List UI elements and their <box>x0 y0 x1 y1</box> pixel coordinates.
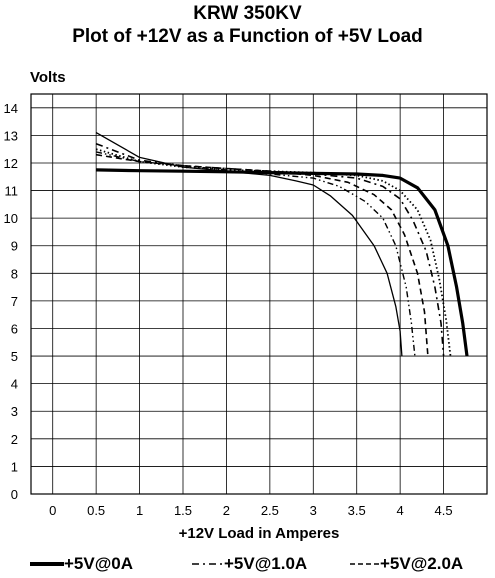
x-tick-label: 0.5 <box>87 503 105 518</box>
y-tick-label: 14 <box>4 101 18 116</box>
x-tick-label: 1.5 <box>174 503 192 518</box>
x-axis-label: +12V Load in Amperes <box>179 525 340 542</box>
chart-title-line-2: Plot of +12V as a Function of +5V Load <box>72 26 423 47</box>
x-tick-label: 2.5 <box>261 503 279 518</box>
y-tick-label: 3 <box>11 404 18 419</box>
legend: +5V@0A +5V@1.0A +5V@2.0A <box>0 553 495 575</box>
y-tick-label: 6 <box>11 321 18 336</box>
legend-label-0a: +5V@0A <box>64 554 134 573</box>
series-line-0 <box>96 168 469 357</box>
plot-frame <box>30 93 488 495</box>
legend-item-2a: +5V@2.0A <box>350 553 463 575</box>
legend-swatch-dash-dot <box>192 563 224 565</box>
legend-item-1a: +5V@1.0A <box>192 553 307 575</box>
series-line-4 <box>95 151 416 357</box>
y-tick-label: 11 <box>5 184 19 199</box>
legend-swatch-solid <box>30 562 64 566</box>
y-tick-label: 2 <box>11 432 18 447</box>
legend-label-2a: +5V@2.0A <box>380 554 464 573</box>
y-tick-label: 12 <box>4 156 18 171</box>
x-tick-label: 0 <box>49 503 56 518</box>
x-tick-label: 3.5 <box>348 503 366 518</box>
x-tick-labels: 0 0.5 1 1.5 2 2.5 3 3.5 4 4.5 <box>49 503 453 518</box>
x-tick-label: 3 <box>310 503 317 518</box>
y-tick-label: 13 <box>4 128 18 143</box>
y-tick-label: 0 <box>11 487 18 502</box>
series-line-5 <box>95 132 403 357</box>
y-tick-label: 5 <box>11 349 18 364</box>
y-axis-label: Volts <box>30 69 66 86</box>
y-tick-label: 7 <box>11 294 18 309</box>
y-tick-label: 8 <box>11 266 18 281</box>
y-tick-label: 10 <box>4 211 18 226</box>
x-tick-label: 2 <box>223 503 230 518</box>
x-tick-label: 1 <box>136 503 143 518</box>
x-tick-label: 4 <box>397 503 404 518</box>
legend-label-1a: +5V@1.0A <box>224 554 308 573</box>
x-tick-label: 4.5 <box>435 503 453 518</box>
y-tick-label: 4 <box>11 377 18 392</box>
chart-title-line-1: KRW 350KV <box>193 3 302 24</box>
y-tick-label: 1 <box>11 459 18 474</box>
grid <box>31 94 488 494</box>
y-tick-label: 9 <box>11 239 18 254</box>
chart-title: KRW 350KV Plot of +12V as a Function of … <box>0 2 495 48</box>
series-line-3 <box>95 153 429 357</box>
series-lines <box>95 132 469 357</box>
legend-item-0a: +5V@0A <box>30 553 133 575</box>
legend-swatch-dashed <box>350 563 380 565</box>
